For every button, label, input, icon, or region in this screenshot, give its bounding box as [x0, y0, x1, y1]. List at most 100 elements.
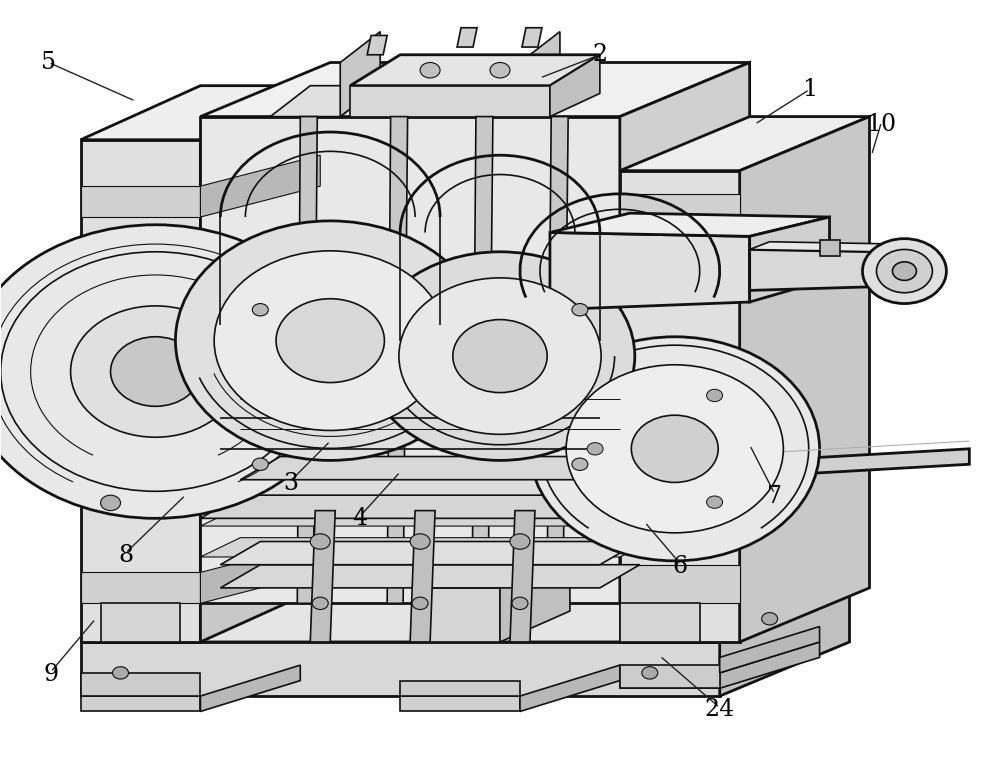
- Polygon shape: [820, 240, 840, 255]
- Polygon shape: [297, 117, 317, 603]
- Polygon shape: [200, 156, 320, 217]
- Circle shape: [101, 387, 121, 402]
- Polygon shape: [81, 86, 320, 140]
- Text: 4: 4: [353, 507, 368, 530]
- Text: 3: 3: [283, 472, 298, 495]
- Polygon shape: [720, 626, 820, 673]
- Circle shape: [71, 306, 240, 437]
- Polygon shape: [620, 171, 740, 642]
- Polygon shape: [550, 232, 750, 310]
- Polygon shape: [81, 642, 720, 696]
- Circle shape: [566, 365, 783, 533]
- Circle shape: [412, 598, 428, 609]
- Polygon shape: [620, 63, 750, 603]
- Circle shape: [642, 666, 658, 679]
- Polygon shape: [472, 117, 493, 603]
- Polygon shape: [520, 665, 620, 711]
- Polygon shape: [367, 36, 387, 55]
- Circle shape: [707, 496, 723, 509]
- Polygon shape: [200, 495, 640, 519]
- Circle shape: [762, 612, 778, 625]
- Text: 1: 1: [802, 78, 817, 101]
- Polygon shape: [620, 673, 720, 688]
- Polygon shape: [200, 538, 660, 557]
- Text: 6: 6: [672, 555, 687, 577]
- Circle shape: [312, 598, 328, 609]
- Circle shape: [876, 249, 932, 293]
- Circle shape: [530, 337, 820, 561]
- Circle shape: [276, 299, 384, 382]
- Polygon shape: [550, 55, 600, 117]
- Polygon shape: [270, 86, 380, 117]
- Text: 8: 8: [118, 544, 133, 567]
- Text: 7: 7: [767, 485, 782, 509]
- Circle shape: [214, 251, 446, 430]
- Circle shape: [892, 262, 916, 280]
- Circle shape: [252, 458, 268, 471]
- Polygon shape: [520, 32, 560, 117]
- Polygon shape: [81, 588, 850, 642]
- Polygon shape: [500, 565, 570, 642]
- Polygon shape: [620, 194, 740, 232]
- Polygon shape: [240, 457, 640, 480]
- Circle shape: [490, 63, 510, 78]
- Polygon shape: [400, 680, 520, 696]
- Polygon shape: [200, 472, 640, 495]
- Polygon shape: [740, 449, 969, 478]
- Polygon shape: [200, 86, 320, 642]
- Circle shape: [252, 303, 268, 316]
- Polygon shape: [750, 241, 899, 252]
- Text: 9: 9: [43, 663, 58, 686]
- Polygon shape: [81, 696, 200, 711]
- Circle shape: [670, 441, 690, 457]
- Polygon shape: [81, 573, 200, 603]
- Text: 24: 24: [705, 698, 735, 721]
- Polygon shape: [457, 28, 477, 47]
- Circle shape: [310, 534, 330, 550]
- Polygon shape: [750, 217, 830, 302]
- Polygon shape: [310, 511, 335, 642]
- Polygon shape: [620, 603, 700, 642]
- Text: 10: 10: [866, 113, 897, 135]
- Circle shape: [410, 534, 430, 550]
- Circle shape: [862, 238, 946, 303]
- Circle shape: [101, 495, 121, 511]
- Circle shape: [0, 224, 345, 519]
- Polygon shape: [522, 28, 542, 47]
- Polygon shape: [620, 665, 720, 688]
- Polygon shape: [200, 461, 660, 480]
- Circle shape: [175, 221, 485, 461]
- Circle shape: [113, 666, 129, 679]
- Polygon shape: [387, 117, 408, 603]
- Polygon shape: [350, 55, 600, 86]
- Polygon shape: [720, 642, 820, 688]
- Polygon shape: [340, 32, 380, 117]
- Polygon shape: [81, 186, 200, 217]
- Polygon shape: [101, 603, 180, 642]
- Polygon shape: [200, 542, 320, 603]
- Polygon shape: [720, 588, 850, 696]
- Polygon shape: [200, 507, 660, 526]
- Circle shape: [510, 534, 530, 550]
- Circle shape: [111, 337, 200, 406]
- Polygon shape: [620, 117, 869, 171]
- Circle shape: [365, 252, 635, 461]
- Polygon shape: [350, 86, 550, 117]
- Polygon shape: [400, 696, 520, 711]
- Polygon shape: [450, 86, 560, 117]
- Text: 5: 5: [41, 51, 56, 74]
- Polygon shape: [740, 117, 869, 642]
- Polygon shape: [200, 665, 300, 711]
- Circle shape: [399, 278, 601, 434]
- Circle shape: [453, 320, 547, 392]
- Polygon shape: [410, 511, 435, 642]
- Polygon shape: [220, 565, 640, 588]
- Polygon shape: [200, 117, 620, 603]
- Polygon shape: [510, 511, 535, 642]
- Circle shape: [707, 389, 723, 402]
- Polygon shape: [81, 140, 200, 642]
- Circle shape: [587, 443, 603, 455]
- Polygon shape: [220, 542, 640, 565]
- Circle shape: [572, 458, 588, 471]
- Circle shape: [420, 63, 440, 78]
